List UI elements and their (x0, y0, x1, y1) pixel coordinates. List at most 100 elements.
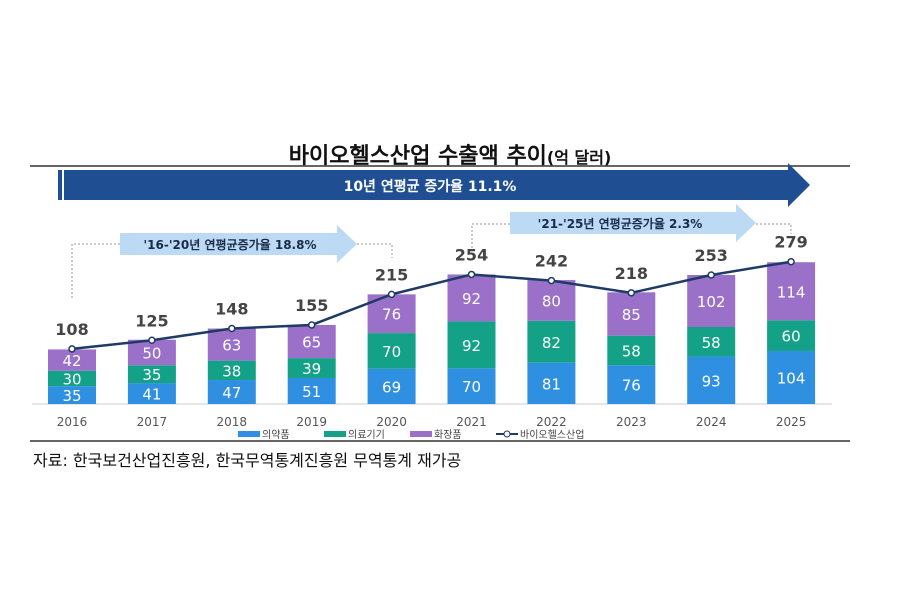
bar-의약품-2016 (48, 386, 96, 404)
bar-label-2021: 70 (462, 378, 481, 396)
total-label-2024: 253 (694, 246, 727, 265)
x-tick-2022: 2022 (536, 415, 567, 429)
total-label-2017: 125 (135, 311, 168, 330)
total-label-2022: 242 (535, 252, 568, 271)
bar-화장품-2016 (48, 349, 96, 371)
total-label-2018: 148 (215, 300, 248, 319)
total-point-2023 (627, 289, 636, 297)
chart-title: 바이오헬스산업 수출액 추이(억 달러) (0, 138, 900, 170)
bar-화장품-2021 (447, 274, 496, 322)
period1-bracket-right (357, 243, 393, 258)
bar-의료기기-2024 (687, 326, 736, 357)
bar-label-2025: 104 (777, 369, 806, 387)
period2-bracket-left (471, 223, 510, 248)
bar-의약품-2018 (207, 380, 256, 404)
bar-의약품-2019 (287, 377, 336, 404)
bar-의약품-2020 (367, 368, 416, 404)
total-point-2016 (68, 345, 76, 353)
source-note: 자료: 한국보건산업진흥원, 한국무역통계진흥원 무역통계 재가공 (33, 451, 462, 470)
total-point-2025 (787, 257, 795, 266)
overall-growth-label: 10년 연평균 증가율 11.1% (344, 178, 517, 195)
legend-label-의료기기: 의료기기 (348, 429, 385, 441)
legend-label-화장품: 화장품 (434, 429, 462, 441)
legend-line-marker (503, 430, 511, 438)
total-point-2019 (307, 321, 316, 329)
total-label-2019: 155 (295, 296, 328, 315)
period2-bracket-right (756, 223, 792, 234)
bar-label-2020: 70 (382, 343, 401, 361)
bar-label-2018: 63 (222, 337, 241, 355)
total-point-2022 (547, 276, 556, 285)
bar-label-2016: 30 (62, 371, 81, 389)
bar-화장품-2022 (527, 280, 576, 321)
bar-label-2018: 38 (222, 362, 241, 380)
period2-arrow (510, 204, 756, 242)
bar-의약품-2021 (447, 368, 496, 404)
legend-label-의약품: 의약품 (262, 429, 290, 441)
bar-의료기기-2023 (607, 335, 656, 366)
bar-label-2022: 82 (542, 334, 561, 352)
bar-의료기기-2018 (207, 360, 256, 381)
period1-label: '16-'20년 연평균증가율 18.8% (144, 237, 317, 252)
total-label-2020: 215 (375, 265, 408, 284)
x-tick-2024: 2024 (696, 415, 727, 429)
total-label-2025: 279 (774, 233, 807, 252)
bar-label-2019: 51 (302, 383, 321, 401)
bar-의약품-2023 (607, 365, 656, 404)
bar-label-2024: 102 (697, 293, 726, 311)
total-point-2017 (148, 336, 156, 344)
bar-화장품-2018 (207, 328, 256, 361)
total-label-2016: 108 (55, 320, 88, 339)
total-label-2023: 218 (615, 264, 648, 283)
bar-label-2020: 69 (382, 378, 401, 396)
total-point-2021 (467, 270, 476, 279)
bar-label-2019: 65 (302, 334, 321, 352)
bar-의료기기-2017 (127, 365, 176, 384)
x-tick-2016: 2016 (57, 415, 88, 429)
bar-label-2023: 85 (622, 306, 641, 324)
x-tick-2018: 2018 (217, 415, 248, 429)
bar-의료기기-2016 (48, 370, 96, 387)
period2-label: '21-'25년 연평균증가율 2.3% (538, 216, 703, 231)
bar-label-2020: 76 (382, 306, 401, 324)
bar-의료기기-2022 (527, 320, 576, 363)
bar-label-2025: 60 (782, 328, 801, 346)
legend-swatch-의약품 (238, 431, 260, 437)
title-text: 바이오헬스산업 수출액 추이 (288, 144, 547, 169)
x-tick-2025: 2025 (776, 415, 807, 429)
overall-arrow (64, 163, 810, 207)
bar-label-2017: 35 (142, 366, 161, 384)
total-point-2020 (387, 290, 396, 299)
bar-화장품-2024 (687, 274, 736, 327)
bar-label-2022: 81 (542, 375, 561, 393)
total-line (71, 260, 792, 351)
bar-의료기기-2019 (287, 358, 336, 378)
bar-의료기기-2021 (447, 321, 496, 369)
bar-화장품-2019 (287, 324, 336, 359)
bar-label-2017: 50 (142, 344, 161, 362)
bar-의약품-2025 (767, 350, 816, 404)
title-unit: (억 달러) (546, 148, 612, 167)
legend-swatch-의료기기 (324, 431, 346, 437)
bar-label-2019: 39 (302, 360, 321, 378)
bar-label-2021: 92 (462, 290, 481, 308)
overall-arrow-tail (58, 170, 62, 200)
x-tick-2017: 2017 (137, 415, 168, 429)
total-point-2018 (228, 324, 236, 333)
bar-label-2025: 114 (777, 283, 806, 301)
bar-label-2021: 92 (462, 337, 481, 355)
total-point-2024 (707, 271, 715, 279)
bar-label-2022: 80 (542, 292, 561, 310)
bar-의약품-2022 (527, 362, 576, 404)
period1-arrow (120, 225, 357, 263)
x-tick-2021: 2021 (456, 415, 487, 429)
bar-화장품-2025 (767, 262, 816, 321)
bar-label-2017: 41 (142, 386, 161, 404)
bar-label-2018: 47 (222, 384, 241, 402)
bar-화장품-2023 (607, 292, 656, 336)
bar-label-2016: 42 (62, 352, 81, 370)
legend-swatch-화장품 (410, 431, 432, 437)
bar-의약품-2017 (127, 383, 176, 404)
